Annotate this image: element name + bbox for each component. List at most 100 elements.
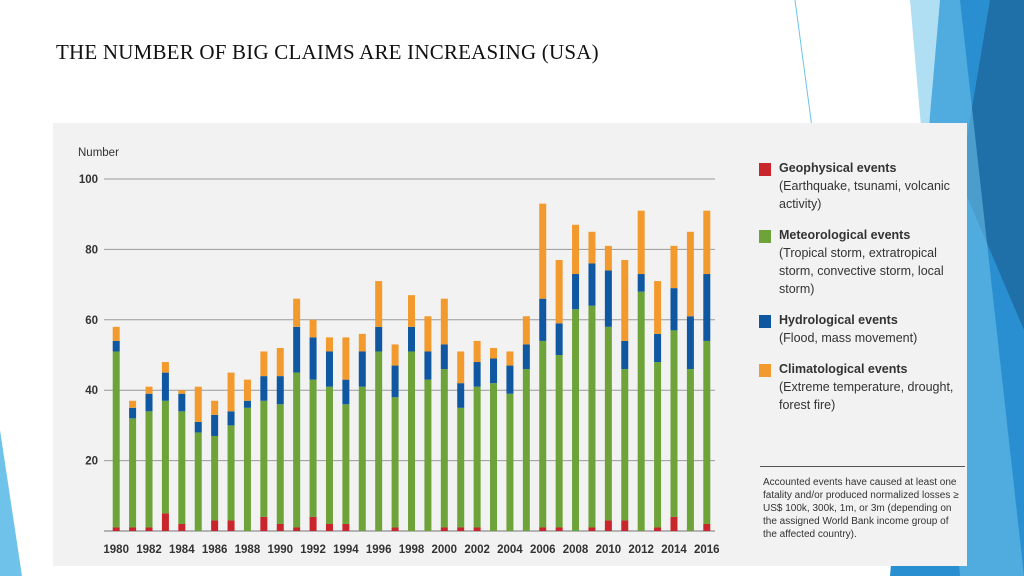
bar-segment-geophysical-2014	[670, 516, 678, 531]
bar-segment-meteorological-2011	[621, 369, 629, 521]
x-tick-label: 1992	[300, 544, 326, 556]
bar-segment-meteorological-2005	[522, 369, 530, 531]
x-tick-label: 2016	[694, 544, 720, 556]
bar-segment-meteorological-2002	[473, 386, 481, 528]
bar-segment-geophysical-2002	[473, 527, 481, 531]
bar-segment-geophysical-1993	[325, 523, 333, 531]
bar-segment-meteorological-1983	[161, 400, 169, 514]
bar-segment-meteorological-2013	[654, 362, 662, 528]
chart-legend: Geophysical events (Earthquake, tsunami,…	[752, 160, 962, 428]
bar-segment-geophysical-2013	[654, 527, 662, 531]
bar-segment-meteorological-2014	[670, 330, 678, 517]
bar-segment-hydrological-1987	[227, 411, 235, 426]
bar-segment-meteorological-1980	[112, 351, 120, 528]
bar-segment-hydrological-1988	[243, 400, 251, 408]
bar-segment-climatological-1984	[178, 390, 186, 394]
bar-segment-hydrological-2003	[490, 358, 498, 384]
bar-segment-hydrological-2011	[621, 340, 629, 370]
bar-segment-geophysical-1987	[227, 520, 235, 531]
legend-swatch-geophysical	[759, 163, 771, 176]
x-tick-label: 2014	[661, 544, 687, 556]
bar-segment-meteorological-2016	[703, 340, 711, 524]
x-tick-label: 2004	[497, 544, 523, 556]
bar-segment-hydrological-2001	[457, 383, 465, 408]
bar-segment-hydrological-1983	[161, 372, 169, 401]
bar-segment-hydrological-2009	[588, 263, 596, 306]
bar-segment-geophysical-2000	[440, 527, 448, 531]
legend-title: Climatological events	[779, 362, 908, 376]
bar-segment-hydrological-1998	[408, 326, 415, 352]
bar-segment-meteorological-1990	[276, 404, 284, 524]
bar-segment-geophysical-2006	[539, 527, 547, 531]
x-tick-label: 2010	[596, 544, 622, 556]
bar-segment-hydrological-1993	[325, 351, 333, 387]
bar-segment-climatological-2002	[473, 340, 481, 363]
bar-segment-meteorological-2001	[457, 407, 465, 528]
bar-segment-climatological-2015	[686, 231, 694, 317]
bar-segment-geophysical-2016	[703, 523, 711, 531]
bar-segment-climatological-2000	[440, 298, 448, 345]
bar-segment-hydrological-2010	[604, 270, 612, 327]
bar-segment-hydrological-1982	[145, 393, 153, 412]
y-tick-label: 80	[85, 244, 98, 256]
bar-segment-geophysical-1982	[145, 527, 153, 531]
bar-segment-hydrological-1995	[358, 351, 366, 387]
bar-segment-climatological-2004	[506, 351, 514, 366]
bar-segment-meteorological-1982	[145, 411, 153, 528]
bar-segment-meteorological-1988	[243, 407, 251, 531]
x-tick-label: 1988	[235, 544, 261, 556]
bar-segment-meteorological-2009	[588, 305, 596, 528]
bar-segment-meteorological-1999	[424, 379, 432, 531]
legend-title: Geophysical events	[779, 161, 897, 175]
bar-segment-meteorological-1984	[178, 411, 186, 524]
bar-segment-geophysical-1991	[293, 527, 301, 531]
stacked-bar-chart: Number 20 40 60 80 100 1980 1982 1984 1986 1988 1…	[78, 147, 720, 556]
bar-segment-meteorological-1991	[293, 372, 301, 528]
bar-segment-climatological-1990	[276, 347, 284, 377]
x-tick-label: 1982	[136, 544, 162, 556]
slide-title: THE NUMBER OF BIG CLAIMS ARE INCREASING …	[56, 40, 599, 64]
left-accent-shape	[0, 430, 22, 576]
bar-segment-hydrological-1999	[424, 351, 432, 380]
x-tick-label: 1998	[399, 544, 425, 556]
bar-segment-hydrological-2006	[539, 298, 547, 341]
y-axis-label: Number	[78, 147, 119, 159]
x-tick-label: 2012	[628, 544, 654, 556]
bar-segment-meteorological-1981	[129, 418, 137, 528]
x-tick-label: 1984	[169, 544, 195, 556]
bar-segment-geophysical-2001	[457, 527, 465, 531]
bar-segment-climatological-1992	[309, 319, 317, 338]
bar-segment-hydrological-1994	[342, 379, 350, 405]
bar-segment-climatological-2016	[703, 210, 711, 275]
x-tick-label: 2002	[464, 544, 490, 556]
bar-segment-meteorological-1995	[358, 386, 366, 531]
y-tick-label: 60	[85, 315, 98, 327]
x-tick-label: 2006	[530, 544, 556, 556]
bar-segment-climatological-2011	[621, 259, 629, 341]
bar-segment-hydrological-2016	[703, 274, 711, 341]
bar-segment-meteorological-2015	[686, 369, 694, 531]
legend-title: Meteorological events	[779, 228, 911, 242]
bar-segment-climatological-1995	[358, 333, 366, 352]
bar-segment-meteorological-1986	[211, 435, 219, 521]
bar-segment-geophysical-1997	[391, 527, 399, 531]
bar-segment-climatological-2010	[604, 245, 612, 271]
chart-panel: Number 20 40 60 80 100 1980 1982 1984 1986 1988 1…	[53, 123, 967, 566]
bar-segment-climatological-1999	[424, 316, 432, 352]
y-tick-label: 40	[85, 385, 98, 397]
bar-segment-geophysical-1990	[276, 523, 284, 531]
bar-segment-geophysical-1980	[112, 527, 120, 531]
y-tick-label: 20	[85, 456, 98, 468]
bar-segment-hydrological-2013	[654, 333, 662, 363]
bar-segment-climatological-2005	[522, 316, 530, 345]
bar-segment-climatological-1987	[227, 372, 235, 412]
bar-segment-climatological-2009	[588, 231, 596, 264]
bar-segment-climatological-1980	[112, 326, 120, 341]
bar-segment-meteorological-1994	[342, 404, 350, 524]
bar-segment-climatological-1994	[342, 337, 350, 380]
bar-segment-climatological-1983	[161, 362, 169, 373]
bar-segment-meteorological-1985	[194, 432, 202, 531]
bar-segment-climatological-2006	[539, 203, 547, 299]
bar-segment-climatological-1996	[375, 281, 383, 327]
chart-footnote: Accounted events have caused at least on…	[763, 477, 959, 540]
